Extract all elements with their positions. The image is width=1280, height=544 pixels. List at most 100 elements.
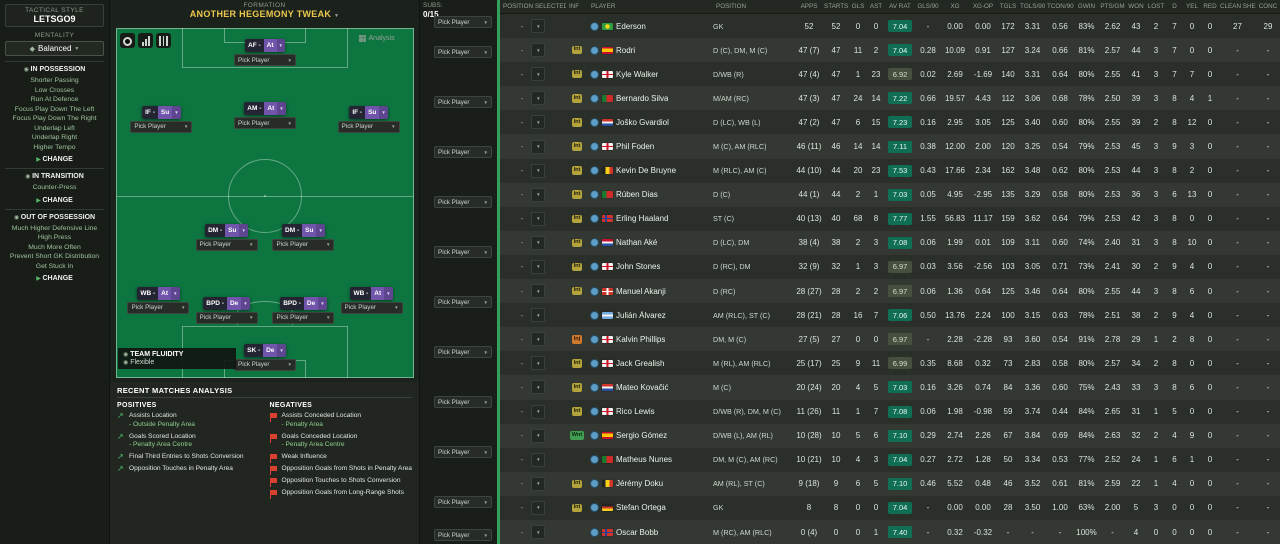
position-select-dropdown[interactable]: ▼ [531,525,546,540]
position-select-dropdown[interactable]: ▼ [531,67,546,82]
table-row[interactable]: - ▼ Int Mateo Kovačić M (C) 20 (24) 20 4 5 7.03 0.… [500,375,1280,400]
pick-player-button[interactable]: Pick Player ▼ [337,120,400,133]
player-cell[interactable]: Ederson [588,21,713,31]
sub-pick-player-button[interactable]: Pick Player ▼ [434,529,492,541]
role-badge[interactable]: AM - At ▼ [244,102,286,116]
player-cell[interactable]: Rico Lewis [588,407,713,417]
role-badge[interactable]: SK - De ▼ [244,343,286,357]
column-header[interactable]: YEL [1186,3,1198,10]
table-row[interactable]: - ▼ Int Nathan Aké D (LC), DM 38 (4) 38 2 3 7.08 0… [500,230,1280,255]
column-header[interactable]: TGLS/90 [1020,3,1046,10]
player-cell[interactable]: Jack Grealish [588,358,713,368]
table-row[interactable]: - ▼ Int Joško Gvardiol D (LC), WB (L) 47 (2) 4… [500,110,1280,135]
position-select-dropdown[interactable]: ▼ [531,91,546,106]
pick-player-button[interactable]: Pick Player ▼ [195,238,258,251]
player-cell[interactable]: Jérémy Doku [588,479,713,489]
role-badge[interactable]: BPD - De ▼ [280,296,327,310]
column-header[interactable]: INF [569,3,580,10]
position-select-dropdown[interactable]: ▼ [531,428,546,443]
pick-player-button[interactable]: Pick Player ▼ [340,301,403,314]
pick-player-button[interactable]: Pick Player ▼ [234,117,296,130]
column-header[interactable]: D [1172,3,1177,10]
position-select-dropdown[interactable]: ▼ [531,380,546,395]
player-cell[interactable]: Phil Foden [588,142,713,152]
column-header[interactable]: XG-OP [972,3,994,10]
player-cell[interactable]: Rodri [588,45,713,55]
position-select-dropdown[interactable]: ▼ [531,284,546,299]
sub-pick-player-button[interactable]: Pick Player ▼ [434,396,492,408]
role-badge[interactable]: WB - At ▼ [137,286,180,300]
player-cell[interactable]: Oscar Bobb [588,527,713,537]
column-header[interactable]: GLS [851,3,865,10]
sub-pick-player-button[interactable]: Pick Player ▼ [434,346,492,358]
position-select-dropdown[interactable]: ▼ [531,211,546,226]
table-row[interactable]: - ▼ Int Bernardo Silva M/AM (RC) 47 (3) 47 24 14… [500,86,1280,111]
sub-pick-player-button[interactable]: Pick Player ▼ [434,196,492,208]
column-header[interactable]: GLS/90 [917,3,939,10]
sub-pick-player-button[interactable]: Pick Player ▼ [434,146,492,158]
tactical-style-box[interactable]: TACTICAL STYLE LETSGO9 [5,4,104,27]
position-select-dropdown[interactable]: ▼ [531,163,546,178]
player-cell[interactable]: Mateo Kovačić [588,382,713,392]
column-header[interactable]: GWIN [1077,3,1096,10]
pick-player-button[interactable]: Pick Player ▼ [234,54,296,67]
change-button[interactable]: ▶ CHANGE [5,275,104,282]
sub-pick-player-button[interactable]: Pick Player ▼ [434,246,492,258]
column-header[interactable]: AV RAT [889,3,911,10]
column-header[interactable]: POSITION SELECTED [503,3,566,10]
change-button[interactable]: ▶ CHANGE [5,156,104,163]
analysis-toggle[interactable]: ▦ Analysis [358,33,395,44]
role-badge[interactable]: DM - Su ▼ [205,223,248,237]
position-select-dropdown[interactable]: ▼ [531,115,546,130]
column-header[interactable]: WON [1128,3,1144,10]
pick-player-button[interactable]: Pick Player ▼ [130,120,193,133]
sub-pick-player-button[interactable]: Pick Player ▼ [434,46,492,58]
role-badge[interactable]: BPD - De ▼ [203,296,250,310]
column-header[interactable]: POSITION [716,3,747,10]
column-header[interactable]: AST [869,3,883,10]
column-header[interactable]: PTS/GM [1100,3,1125,10]
table-row[interactable]: - ▼ Int Rico Lewis D/WB (R), DM, M (C) 11 (26… [500,399,1280,424]
position-select-dropdown[interactable]: ▼ [531,476,546,491]
sub-pick-player-button[interactable]: Pick Player ▼ [434,296,492,308]
player-cell[interactable]: Matheus Nunes [588,455,713,465]
table-row[interactable]: - ▼ Int Kyle Walker D/WB (R) 47 (4) 47 1 23 6.92 0… [500,62,1280,87]
position-select-dropdown[interactable]: ▼ [531,43,546,58]
table-row[interactable]: - ▼ Int John Stones D (RC), DM 32 (9) 32 1 3 6.97… [500,254,1280,280]
role-badge[interactable]: AF - At ▼ [245,39,285,53]
position-select-dropdown[interactable]: ▼ [531,500,546,515]
table-row[interactable]: - ▼ Int Phil Foden M (C), AM (RLC) 46 (11) 46 1… [500,134,1280,159]
column-header[interactable]: XG [950,3,960,10]
position-select-dropdown[interactable]: ▼ [531,19,546,34]
sub-pick-player-button[interactable]: Pick Player ▼ [434,96,492,108]
column-header[interactable]: LOST [1147,3,1165,10]
table-row[interactable]: - ▼ Int Manuel Akanji D (RC) 28 (27) 28 2 2 6.97 0… [500,279,1280,304]
player-cell[interactable]: Kalvin Phillips [588,334,713,344]
position-select-dropdown[interactable]: ▼ [531,452,546,467]
player-cell[interactable]: Stefan Ortega [588,503,713,513]
position-select-dropdown[interactable]: ▼ [531,139,546,154]
table-row[interactable]: - ▼ Int Stefan Ortega GK 8 8 0 0 7.04-0.00 0.00 28 3… [500,495,1280,520]
mentality-dropdown[interactable]: ◆ Balanced ▼ [5,41,104,56]
player-cell[interactable]: Kevin De Bruyne [588,166,713,176]
position-select-dropdown[interactable]: ▼ [531,356,546,371]
sub-pick-player-button[interactable]: Pick Player ▼ [434,16,492,28]
column-header[interactable]: APPS [800,3,818,10]
stats-view-button[interactable] [138,33,153,48]
change-button[interactable]: ▶ CHANGE [5,197,104,204]
player-cell[interactable]: Manuel Akanji [588,286,713,296]
column-header[interactable]: TGLS [999,3,1017,10]
role-badge[interactable]: IF - Su ▼ [349,105,388,119]
player-cell[interactable]: Julián Álvarez [588,310,713,320]
player-cell[interactable]: Bernardo Silva [588,93,713,103]
table-row[interactable]: - ▼ Int Jack Grealish M (RL), AM (RLC) 25 (17… [500,351,1280,376]
player-cell[interactable]: John Stones [588,262,713,272]
pick-player-button[interactable]: Pick Player ▼ [272,311,335,324]
sub-pick-player-button[interactable]: Pick Player ▼ [434,496,492,508]
column-header[interactable]: STARTS [824,3,849,10]
table-row[interactable]: - ▼ Inj Kalvin Phillips DM, M (C) 27 (5) 27 0 0 6… [500,327,1280,352]
position-select-dropdown[interactable]: ▼ [531,332,546,347]
player-cell[interactable]: Erling Haaland [588,214,713,224]
table-row[interactable]: - ▼ Int Jérémy Doku AM (RL), ST (C) 9 (18) 9 6 5… [500,471,1280,496]
pick-player-button[interactable]: Pick Player ▼ [195,311,258,324]
